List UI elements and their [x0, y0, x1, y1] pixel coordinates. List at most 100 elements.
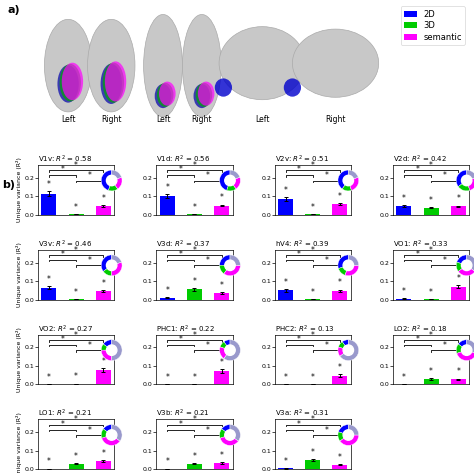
Text: *: *	[456, 367, 460, 376]
Wedge shape	[338, 265, 348, 275]
Bar	[41, 288, 56, 300]
Ellipse shape	[88, 19, 135, 112]
Text: *: *	[74, 288, 78, 297]
Text: *: *	[402, 194, 406, 203]
Text: *: *	[283, 278, 287, 287]
Wedge shape	[220, 342, 230, 350]
Wedge shape	[219, 255, 230, 265]
Text: *: *	[74, 330, 78, 339]
Wedge shape	[224, 340, 240, 361]
Ellipse shape	[159, 82, 176, 106]
Ellipse shape	[198, 82, 214, 106]
Wedge shape	[338, 170, 348, 189]
Wedge shape	[340, 435, 359, 446]
Wedge shape	[466, 340, 474, 354]
Wedge shape	[103, 425, 112, 435]
Text: V3a: $R^2$ = 0.31: V3a: $R^2$ = 0.31	[274, 408, 328, 419]
Text: Right: Right	[191, 115, 212, 124]
Text: *: *	[416, 165, 419, 174]
Y-axis label: Unique variance (R²): Unique variance (R²)	[17, 412, 22, 474]
Text: LO2: $R^2$ = 0.18: LO2: $R^2$ = 0.18	[393, 323, 447, 335]
Wedge shape	[348, 425, 359, 435]
Wedge shape	[221, 425, 230, 435]
Wedge shape	[101, 170, 112, 191]
Text: *: *	[88, 426, 91, 435]
Text: *: *	[456, 194, 460, 203]
Wedge shape	[109, 181, 118, 191]
Circle shape	[225, 345, 235, 356]
Bar	[305, 299, 320, 300]
Legend: 2D, 3D, semantic: 2D, 3D, semantic	[401, 7, 465, 45]
Text: PHC1: $R^2$ = 0.22: PHC1: $R^2$ = 0.22	[156, 323, 215, 335]
Ellipse shape	[215, 78, 232, 97]
Text: *: *	[429, 196, 433, 205]
Wedge shape	[112, 262, 122, 276]
Text: *: *	[429, 288, 433, 297]
Bar	[187, 464, 202, 469]
Text: *: *	[283, 186, 287, 195]
Wedge shape	[340, 340, 359, 361]
Bar	[214, 371, 229, 384]
Bar	[160, 298, 175, 300]
Text: a): a)	[8, 5, 20, 15]
Wedge shape	[456, 344, 466, 354]
Text: *: *	[311, 330, 315, 339]
Wedge shape	[348, 170, 358, 181]
Wedge shape	[338, 425, 348, 435]
Wedge shape	[230, 425, 240, 441]
Wedge shape	[230, 170, 240, 181]
Text: *: *	[61, 165, 64, 174]
Text: b): b)	[2, 180, 15, 190]
Ellipse shape	[60, 64, 81, 101]
Ellipse shape	[219, 27, 305, 100]
Text: V1d: $R^2$ = 0.56: V1d: $R^2$ = 0.56	[156, 154, 210, 165]
Text: *: *	[429, 161, 433, 170]
Wedge shape	[103, 340, 112, 350]
Text: *: *	[324, 426, 328, 435]
Text: PHC2: $R^2$ = 0.13: PHC2: $R^2$ = 0.13	[274, 323, 334, 335]
Text: *: *	[165, 286, 169, 295]
Bar	[451, 207, 466, 215]
Bar	[69, 464, 83, 469]
Circle shape	[107, 345, 117, 356]
Wedge shape	[230, 255, 240, 265]
Ellipse shape	[103, 63, 124, 103]
Text: *: *	[429, 367, 433, 376]
Y-axis label: Unique variance (R²): Unique variance (R²)	[17, 242, 22, 307]
Text: *: *	[206, 426, 210, 435]
Text: *: *	[74, 246, 78, 255]
Bar	[424, 299, 438, 300]
Ellipse shape	[62, 63, 83, 100]
Text: *: *	[192, 161, 196, 170]
Wedge shape	[338, 342, 348, 350]
Text: *: *	[429, 246, 433, 255]
Text: *: *	[443, 171, 447, 180]
Bar	[278, 199, 293, 215]
Bar	[305, 460, 320, 469]
Text: *: *	[192, 373, 196, 382]
Wedge shape	[101, 429, 112, 438]
Bar	[214, 293, 229, 300]
Wedge shape	[466, 177, 474, 191]
Text: *: *	[192, 415, 196, 424]
Text: *: *	[443, 256, 447, 265]
Text: *: *	[192, 277, 196, 286]
Text: *: *	[297, 420, 301, 429]
Ellipse shape	[144, 15, 182, 117]
Text: *: *	[311, 447, 315, 456]
Wedge shape	[338, 432, 348, 441]
Wedge shape	[348, 177, 359, 191]
Text: V2d: $R^2$ = 0.42: V2d: $R^2$ = 0.42	[393, 154, 447, 165]
Text: *: *	[61, 420, 64, 429]
Circle shape	[461, 345, 472, 356]
Text: *: *	[311, 288, 315, 297]
Text: *: *	[101, 279, 105, 288]
Text: *: *	[165, 373, 169, 382]
Text: *: *	[101, 194, 105, 203]
Wedge shape	[219, 170, 230, 191]
Text: LO1: $R^2$ = 0.21: LO1: $R^2$ = 0.21	[38, 408, 92, 419]
Bar	[424, 208, 438, 215]
Text: *: *	[338, 453, 342, 462]
Ellipse shape	[292, 29, 379, 97]
Bar	[332, 291, 347, 300]
